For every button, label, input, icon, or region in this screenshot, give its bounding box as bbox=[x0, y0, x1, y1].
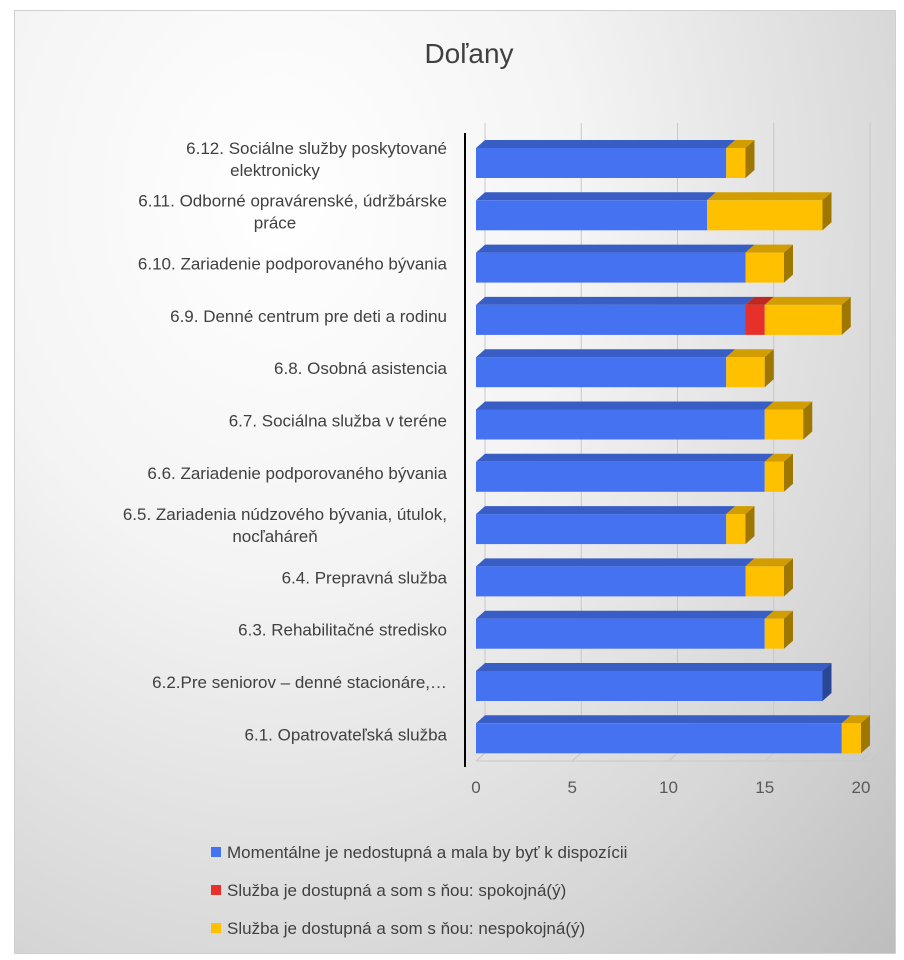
x-tick-label: 5 bbox=[568, 778, 577, 797]
x-tick-label: 20 bbox=[852, 778, 871, 797]
bar-segment-top bbox=[476, 296, 755, 305]
bar-segment-top bbox=[707, 192, 832, 201]
bar-segment-side bbox=[861, 715, 870, 754]
bar-segment bbox=[476, 409, 765, 440]
bar-segment-top bbox=[476, 715, 851, 724]
category-label: 6.12. Sociálne služby poskytované bbox=[186, 139, 447, 158]
bars bbox=[476, 140, 870, 754]
bar-segment bbox=[841, 723, 861, 754]
x-tick-label: 0 bbox=[471, 778, 480, 797]
bar-segment-top bbox=[726, 140, 755, 148]
bar-segment-top bbox=[745, 558, 793, 567]
bar-segment-side bbox=[784, 244, 793, 283]
category-label: 6.3. Rehabilitačné stredisko bbox=[238, 621, 447, 640]
bar-segment-top bbox=[745, 296, 774, 305]
category-label: 6.1. Opatrovateľská služba bbox=[245, 725, 448, 744]
bar-segment-top bbox=[476, 401, 774, 410]
bar-segment-top bbox=[476, 610, 774, 619]
legend-swatch bbox=[211, 885, 221, 895]
category-label: 6.9. Denné centrum pre deti a rodinu bbox=[170, 307, 447, 326]
bar-segment bbox=[476, 304, 746, 335]
x-tick-label: 10 bbox=[659, 778, 678, 797]
bar-segment-top bbox=[476, 140, 736, 148]
bar-segment-top bbox=[726, 506, 755, 515]
legend-swatch bbox=[211, 923, 221, 933]
tick-labels: 0 5 10 15 20 bbox=[471, 778, 870, 797]
legend: Momentálne je nedostupná a mala by byť k… bbox=[211, 843, 627, 938]
legend-entry: Momentálne je nedostupná a mala by byť k… bbox=[227, 843, 627, 862]
bar-segment bbox=[726, 514, 746, 545]
bar-segment-top bbox=[476, 349, 736, 358]
bar-segment bbox=[476, 200, 707, 231]
bar-segment bbox=[476, 566, 746, 597]
bar-segment bbox=[476, 148, 727, 178]
bar-segment bbox=[764, 461, 784, 492]
bar-segment bbox=[476, 461, 765, 492]
bar-segment bbox=[476, 514, 727, 545]
bar-segment bbox=[745, 252, 784, 283]
bar-segment bbox=[476, 618, 765, 649]
bar-segment-top bbox=[764, 610, 793, 619]
bar-segment-side bbox=[745, 140, 755, 178]
category-label: 6.10. Zariadenie podporovaného bývania bbox=[138, 255, 448, 274]
bar-segment-top bbox=[476, 558, 755, 567]
bar-segment-top bbox=[476, 453, 774, 462]
legend-entry: Služba je dostupná a som s ňou: nespokoj… bbox=[227, 919, 585, 938]
chart-title: Doľany bbox=[424, 38, 513, 69]
bar-segment bbox=[745, 304, 765, 335]
bar-segment bbox=[726, 148, 746, 178]
bar-segment bbox=[476, 357, 727, 388]
bar-segment-top bbox=[726, 349, 774, 358]
category-label: nocľaháreň bbox=[232, 527, 317, 546]
x-tick-label: 15 bbox=[755, 778, 774, 797]
bar-chart: Doľany 6.12. Sociálne služby poskytované… bbox=[123, 38, 881, 938]
bar-segment-side bbox=[822, 663, 832, 701]
bar-segment-top bbox=[764, 296, 851, 305]
bar-segment bbox=[726, 357, 765, 388]
bar-segment bbox=[764, 618, 784, 649]
bar-segment bbox=[745, 566, 784, 597]
category-label: 6.8. Osobná asistencia bbox=[274, 359, 447, 378]
bar-segment bbox=[476, 252, 746, 283]
category-label: 6.11. Odborné opravárenské, údržbárske bbox=[138, 191, 447, 210]
chart-area: Doľany 6.12. Sociálne služby poskytované… bbox=[14, 10, 896, 954]
bar-segment-top bbox=[745, 244, 793, 253]
legend-entry: Služba je dostupná a som s ňou: spokojná… bbox=[227, 881, 566, 900]
category-label: práce bbox=[254, 213, 297, 232]
bar-segment-top bbox=[476, 192, 716, 201]
x-axis-depth-line bbox=[870, 752, 881, 762]
category-label: elektronicky bbox=[230, 161, 320, 180]
category-label: 6.5. Zariadenia núdzového bývania, útulo… bbox=[123, 505, 447, 524]
category-label: 6.2.Pre seniorov – denné stacionáre,… bbox=[152, 673, 447, 692]
bar-segment bbox=[764, 304, 842, 335]
bar-segment-side bbox=[822, 192, 832, 231]
bar-segment bbox=[707, 200, 823, 231]
bar-segment bbox=[764, 409, 804, 440]
bar-segment-top bbox=[476, 663, 832, 671]
bar-segment-top bbox=[764, 453, 793, 462]
bar-segment-top bbox=[764, 401, 813, 410]
bar-segment-side bbox=[803, 401, 813, 440]
bar-segment-side bbox=[784, 453, 793, 492]
bar-segment-top bbox=[476, 506, 736, 515]
bar-segment-side bbox=[764, 349, 774, 388]
bar-segment-top bbox=[841, 715, 870, 724]
bar-segment bbox=[476, 723, 842, 754]
bar-segment-side bbox=[784, 558, 793, 597]
legend-swatch bbox=[211, 847, 221, 857]
bar-segment bbox=[476, 671, 823, 701]
category-label: 6.7. Sociálna služba v teréne bbox=[229, 412, 447, 431]
bar-segment-side bbox=[841, 296, 851, 335]
axis bbox=[464, 133, 881, 767]
category-label: 6.4. Prepravná služba bbox=[282, 568, 448, 587]
category-labels: 6.12. Sociálne služby poskytované elektro… bbox=[123, 139, 448, 744]
gridline bbox=[860, 123, 871, 762]
bar-segment-top bbox=[476, 244, 755, 253]
category-label: 6.6. Zariadenie podporovaného bývania bbox=[147, 464, 447, 483]
bar-segment-side bbox=[745, 506, 755, 545]
bar-segment-side bbox=[784, 610, 793, 649]
